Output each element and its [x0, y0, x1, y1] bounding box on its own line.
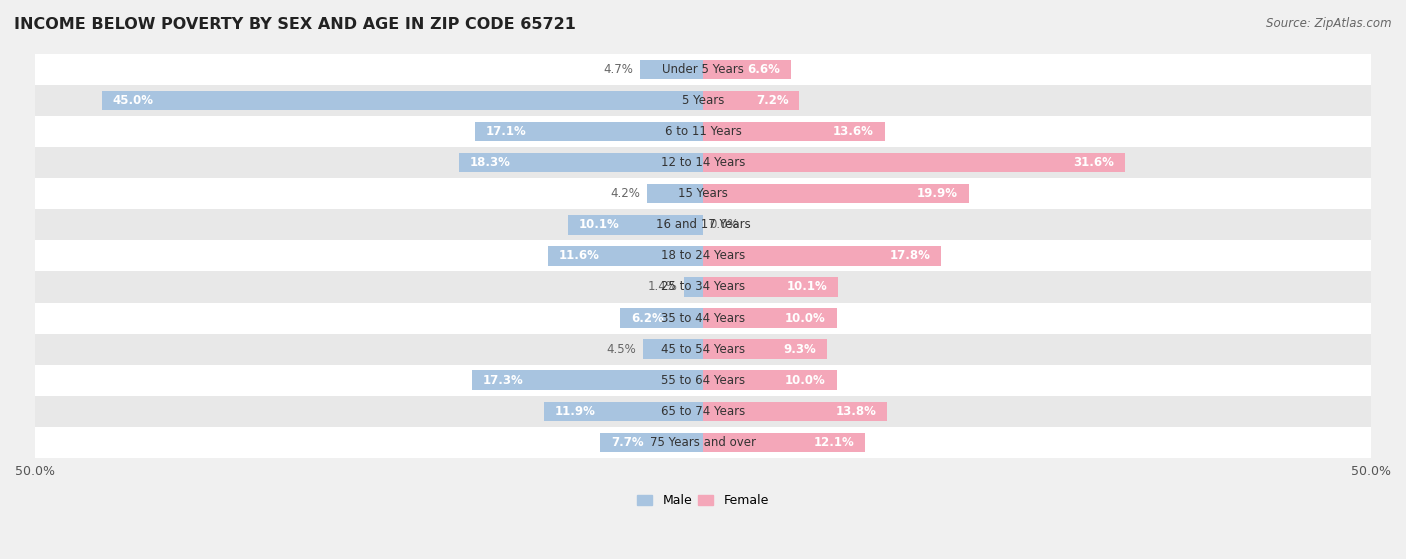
Bar: [703, 91, 799, 110]
Bar: [544, 401, 703, 421]
Bar: [35, 334, 1371, 364]
Text: 45 to 54 Years: 45 to 54 Years: [661, 343, 745, 356]
Text: 12 to 14 Years: 12 to 14 Years: [661, 157, 745, 169]
Bar: [703, 309, 837, 328]
Text: 15 Years: 15 Years: [678, 187, 728, 200]
Text: 65 to 74 Years: 65 to 74 Years: [661, 405, 745, 418]
Bar: [35, 364, 1371, 396]
Text: 6.2%: 6.2%: [631, 311, 664, 325]
Bar: [703, 247, 941, 266]
Bar: [35, 396, 1371, 427]
Text: 6 to 11 Years: 6 to 11 Years: [665, 125, 741, 138]
Text: 17.3%: 17.3%: [482, 373, 523, 387]
Bar: [703, 153, 1125, 172]
Text: 17.8%: 17.8%: [889, 249, 931, 262]
Text: 1.4%: 1.4%: [648, 281, 678, 293]
Bar: [620, 309, 703, 328]
Text: 10.0%: 10.0%: [785, 311, 825, 325]
Bar: [703, 401, 887, 421]
Text: Source: ZipAtlas.com: Source: ZipAtlas.com: [1267, 17, 1392, 30]
Text: 75 Years and over: 75 Years and over: [650, 435, 756, 449]
Text: 6.6%: 6.6%: [748, 63, 780, 76]
Text: 7.7%: 7.7%: [610, 435, 644, 449]
Text: 25 to 34 Years: 25 to 34 Years: [661, 281, 745, 293]
Text: 45.0%: 45.0%: [112, 94, 153, 107]
Text: 18.3%: 18.3%: [470, 157, 510, 169]
Text: Under 5 Years: Under 5 Years: [662, 63, 744, 76]
Bar: [35, 178, 1371, 210]
Text: 13.6%: 13.6%: [834, 125, 875, 138]
Text: 9.3%: 9.3%: [783, 343, 817, 356]
Bar: [472, 371, 703, 390]
Bar: [647, 184, 703, 203]
Bar: [475, 122, 703, 141]
Bar: [703, 277, 838, 297]
Bar: [703, 371, 837, 390]
Bar: [101, 91, 703, 110]
Legend: Male, Female: Male, Female: [633, 489, 773, 512]
Bar: [643, 339, 703, 359]
Text: 4.5%: 4.5%: [606, 343, 636, 356]
Text: 19.9%: 19.9%: [917, 187, 957, 200]
Bar: [35, 210, 1371, 240]
Text: 7.2%: 7.2%: [756, 94, 789, 107]
Bar: [703, 433, 865, 452]
Bar: [35, 116, 1371, 147]
Text: 31.6%: 31.6%: [1074, 157, 1115, 169]
Bar: [548, 247, 703, 266]
Text: 4.2%: 4.2%: [610, 187, 640, 200]
Text: INCOME BELOW POVERTY BY SEX AND AGE IN ZIP CODE 65721: INCOME BELOW POVERTY BY SEX AND AGE IN Z…: [14, 17, 576, 32]
Text: 10.1%: 10.1%: [579, 219, 620, 231]
Bar: [35, 427, 1371, 458]
Bar: [703, 60, 792, 79]
Bar: [35, 147, 1371, 178]
Text: 17.1%: 17.1%: [485, 125, 526, 138]
Text: 16 and 17 Years: 16 and 17 Years: [655, 219, 751, 231]
Text: 55 to 64 Years: 55 to 64 Years: [661, 373, 745, 387]
Bar: [703, 339, 827, 359]
Bar: [703, 184, 969, 203]
Bar: [458, 153, 703, 172]
Bar: [35, 272, 1371, 302]
Bar: [35, 302, 1371, 334]
Bar: [685, 277, 703, 297]
Text: 35 to 44 Years: 35 to 44 Years: [661, 311, 745, 325]
Bar: [35, 85, 1371, 116]
Bar: [35, 240, 1371, 272]
Text: 10.0%: 10.0%: [785, 373, 825, 387]
Text: 10.1%: 10.1%: [786, 281, 827, 293]
Bar: [703, 122, 884, 141]
Text: 12.1%: 12.1%: [813, 435, 853, 449]
Bar: [568, 215, 703, 235]
Bar: [35, 54, 1371, 85]
Bar: [640, 60, 703, 79]
Text: 11.9%: 11.9%: [555, 405, 596, 418]
Text: 18 to 24 Years: 18 to 24 Years: [661, 249, 745, 262]
Text: 4.7%: 4.7%: [603, 63, 634, 76]
Text: 11.6%: 11.6%: [558, 249, 599, 262]
Bar: [600, 433, 703, 452]
Text: 5 Years: 5 Years: [682, 94, 724, 107]
Text: 0.0%: 0.0%: [710, 219, 740, 231]
Text: 13.8%: 13.8%: [835, 405, 877, 418]
